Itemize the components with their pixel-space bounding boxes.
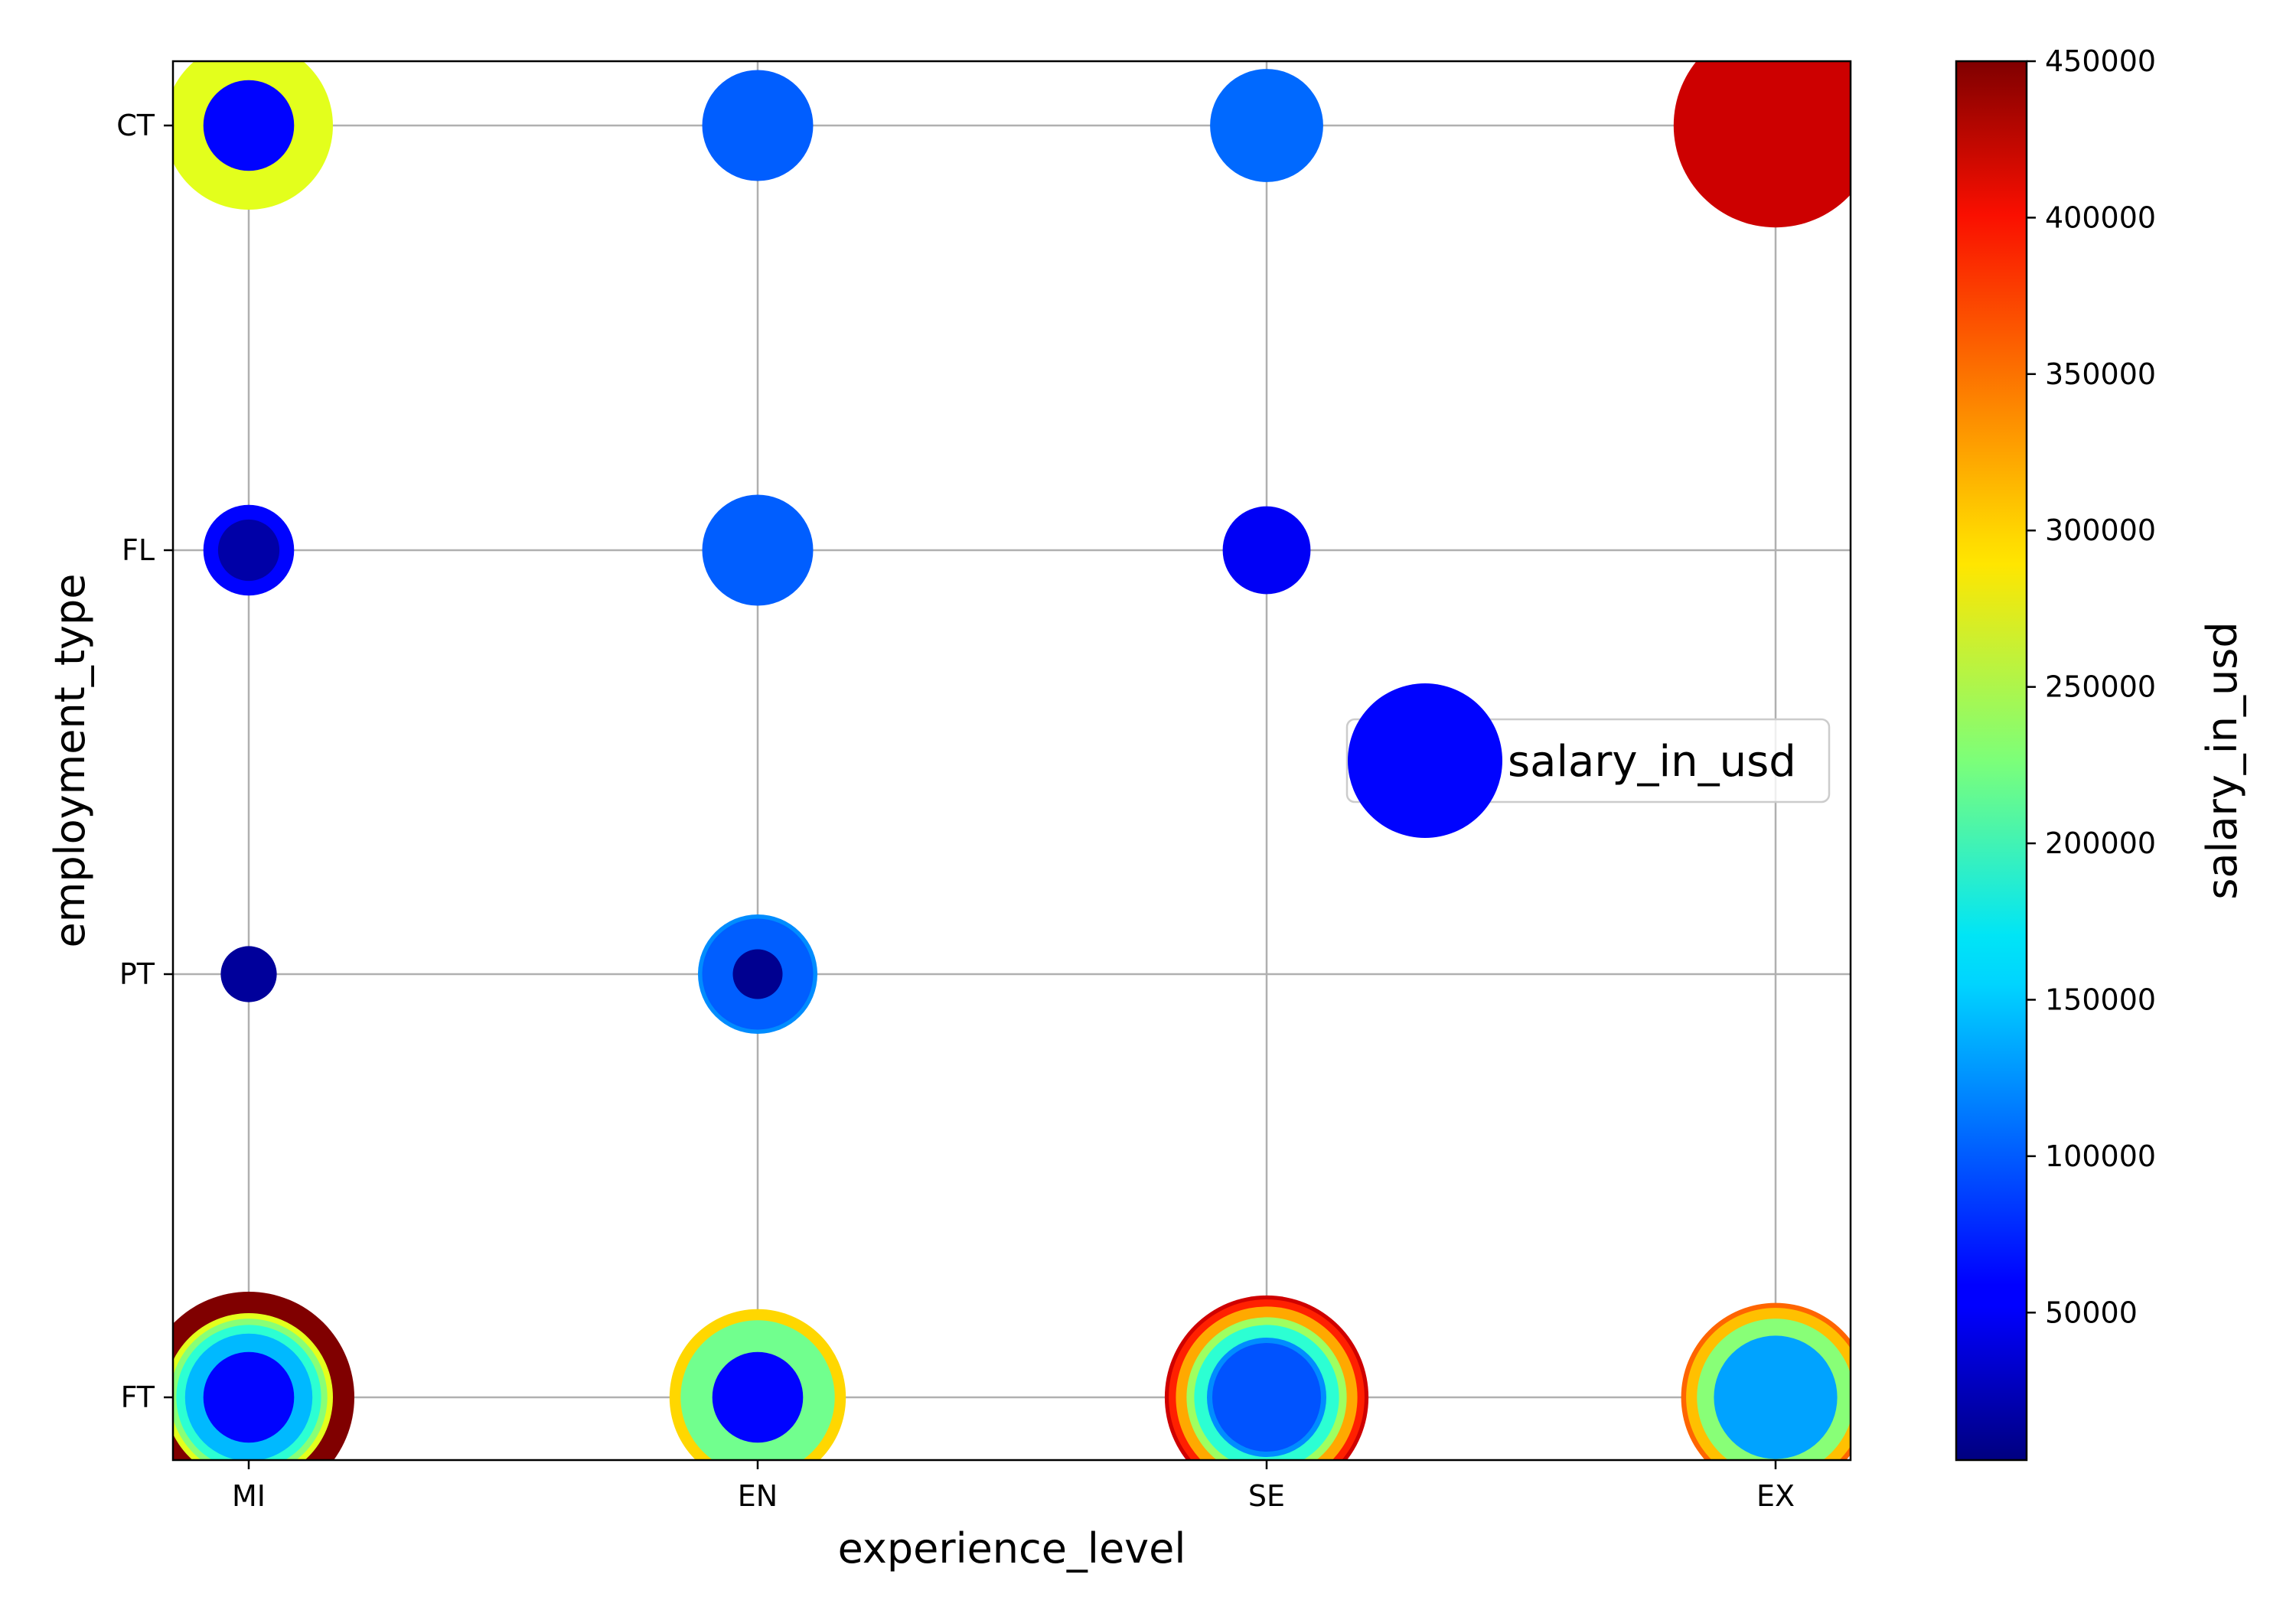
colorbar-tick-label: 450000 — [2045, 44, 2156, 78]
y-axis-label: employment_type — [46, 574, 94, 948]
colorbar-gradient — [1955, 60, 2028, 1462]
colorbar-tick-label: 250000 — [2045, 670, 2156, 704]
y-tick-label: PT — [119, 957, 155, 991]
colorbar-tick-label: 200000 — [2045, 826, 2156, 860]
data-point — [1714, 1335, 1838, 1459]
data-point — [702, 494, 814, 606]
x-tick-label: SE — [1248, 1479, 1285, 1513]
data-point — [1210, 69, 1323, 182]
colorbar-tick-label: 150000 — [2045, 983, 2156, 1016]
x-axis-ticks: MI EN SE EX — [232, 1460, 1795, 1513]
data-point — [1673, 61, 1851, 228]
y-tick-label: FL — [122, 533, 155, 567]
colorbar-tick-label: 100000 — [2045, 1139, 2156, 1173]
y-tick-label: FT — [121, 1380, 155, 1414]
data-point — [217, 519, 280, 582]
x-tick-label: EX — [1756, 1479, 1795, 1513]
data-point — [203, 1351, 295, 1443]
x-tick-label: EN — [738, 1479, 778, 1513]
legend-label: salary_in_usd — [1508, 737, 1796, 787]
colorbar-tick-label: 300000 — [2045, 513, 2156, 547]
data-point — [1212, 1343, 1321, 1452]
colorbar-tick-label: 400000 — [2045, 200, 2156, 234]
colorbar-tick-label: 350000 — [2045, 357, 2156, 391]
y-axis-ticks: FT PT FL CT — [116, 109, 173, 1414]
plot-frame — [171, 60, 1852, 1462]
grid — [173, 61, 1851, 1460]
data-point — [732, 949, 783, 999]
colorbar-ticks: 50000 100000 150000 200000 250000 300000 35000… — [2027, 44, 2156, 1329]
colorbar-tick-label: 50000 — [2045, 1296, 2138, 1329]
data-point — [203, 80, 295, 171]
legend: salary_in_usd — [1345, 683, 1831, 838]
y-tick-label: CT — [116, 109, 155, 142]
data-point — [1222, 506, 1311, 595]
colorbar: 50000 100000 150000 200000 250000 300000 35000… — [1955, 44, 2246, 1462]
x-tick-label: MI — [232, 1479, 266, 1513]
data-point — [220, 946, 277, 1002]
data-point — [712, 1351, 804, 1443]
x-axis-label: experience_level — [838, 1524, 1186, 1573]
scatter-points — [173, 61, 1851, 1460]
colorbar-label: salary_in_usd — [2198, 621, 2246, 899]
data-point — [702, 70, 814, 181]
legend-marker — [1348, 683, 1502, 838]
